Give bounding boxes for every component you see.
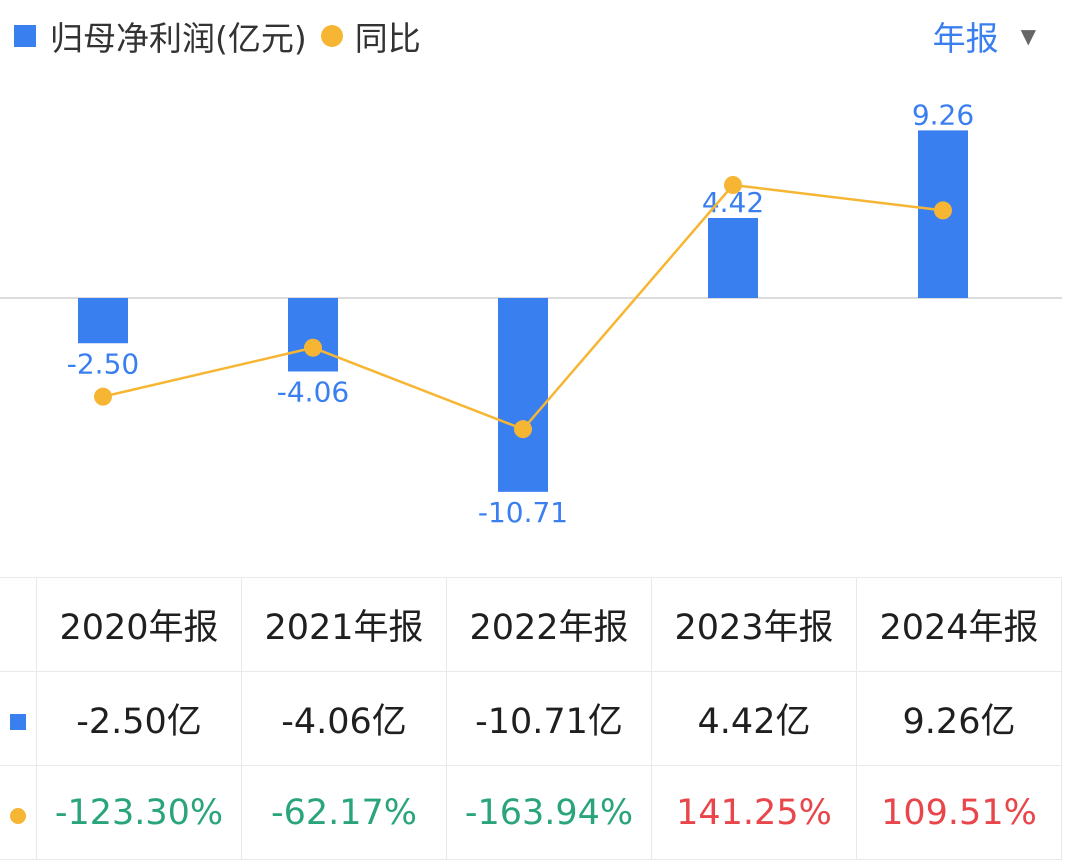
yoy-point (304, 338, 322, 357)
profit-bar (78, 298, 128, 344)
table-header-cell: 2023年报 (651, 577, 857, 672)
table-cell: -123.30% (36, 765, 242, 860)
bar-value-label: -2.50 (67, 347, 139, 380)
bar-legend-label: 归母净利润(亿元) (50, 19, 307, 58)
yoy-point (514, 420, 532, 439)
table-cell: -4.06亿 (241, 671, 447, 766)
period-selector[interactable]: 年报 ▼ (933, 14, 1036, 58)
data-table: 2020年报 2021年报 2022年报 2023年报 2024年报 -2.50… (0, 577, 1062, 860)
yoy-point (724, 176, 742, 194)
bar-value-label: 9.26 (912, 98, 974, 131)
table-cell: 141.25% (651, 765, 857, 860)
table-header-cell: 2021年报 (241, 577, 447, 672)
chart-legend: 归母净利润(亿元) 同比 (14, 14, 421, 58)
table-cell: 9.26亿 (856, 671, 1062, 766)
profit-bar (498, 298, 548, 492)
bar-value-label: -4.06 (277, 375, 349, 408)
table-cell: -10.71亿 (446, 671, 652, 766)
table-header-row: 2020年报 2021年报 2022年报 2023年报 2024年报 (0, 577, 1062, 672)
table-cell: -2.50亿 (36, 671, 242, 766)
yoy-point (94, 387, 112, 406)
table-row-profit: -2.50亿 -4.06亿 -10.71亿 4.42亿 9.26亿 (0, 671, 1062, 766)
bar-legend-swatch (14, 25, 36, 47)
bar-series-marker (10, 713, 26, 730)
table-cell: -163.94% (446, 765, 652, 860)
bar-value-label: -10.71 (478, 496, 568, 529)
table-header-cell: 2020年报 (36, 577, 242, 672)
yoy-point (934, 201, 952, 220)
table-cell: 109.51% (856, 765, 1062, 860)
table-header-cell: 2024年报 (856, 577, 1062, 672)
table-cell: -62.17% (241, 765, 447, 860)
profit-chart: -2.50-4.06-10.714.429.26 (0, 98, 1062, 529)
line-legend-label: 同比 (354, 19, 421, 58)
table-header-cell: 2022年报 (446, 577, 652, 672)
table-cell: 4.42亿 (651, 671, 857, 766)
table-row-yoy: -123.30% -62.17% -163.94% 141.25% 109.51… (0, 765, 1062, 860)
period-selector-value: 年报 (932, 19, 999, 58)
profit-bar (288, 298, 338, 372)
profit-bar (708, 217, 758, 298)
line-legend-swatch (320, 25, 343, 47)
line-series-marker (10, 807, 26, 824)
caret-down-icon: ▼ (1020, 24, 1036, 48)
